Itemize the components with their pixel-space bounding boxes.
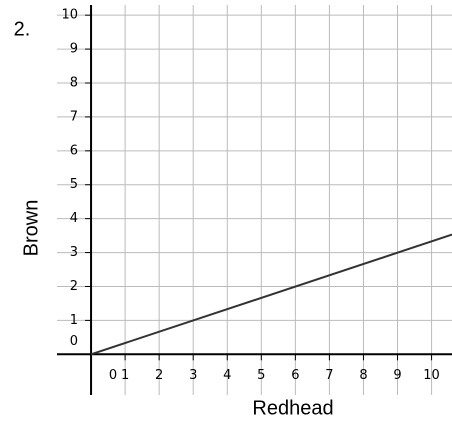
problem-number: 2.	[14, 18, 31, 40]
x-tick-label: 8	[359, 368, 367, 383]
y-tick-label: 5	[70, 177, 78, 192]
y-tick-label: 8	[70, 76, 78, 91]
x-axis-label: Redhead	[252, 397, 333, 419]
x-tick-label: 0	[109, 368, 117, 383]
y-tick-label: 6	[70, 143, 78, 158]
y-tick-label: 7	[70, 109, 78, 124]
y-tick-label: 3	[70, 245, 78, 260]
x-tick-label: 2	[155, 368, 163, 383]
y-tick-label: 9	[70, 42, 78, 57]
y-tick-label: 10	[62, 8, 79, 23]
y-axis-label: Brown	[20, 200, 42, 257]
x-tick-label: 10	[423, 368, 440, 383]
y-tick-label: 2	[70, 279, 78, 294]
x-tick-label: 9	[393, 368, 401, 383]
x-tick-label: 4	[223, 368, 231, 383]
x-tick-label: 6	[291, 368, 299, 383]
x-tick-label: 3	[189, 368, 197, 383]
x-tick-label: 5	[257, 368, 265, 383]
data-line	[90, 233, 452, 356]
x-tick-label: 7	[325, 368, 333, 383]
y-tick-label: 1	[70, 313, 78, 328]
x-tick-label: 1	[121, 368, 129, 383]
y-tick-label: 4	[70, 211, 78, 226]
y-tick-label: 0	[70, 334, 78, 349]
